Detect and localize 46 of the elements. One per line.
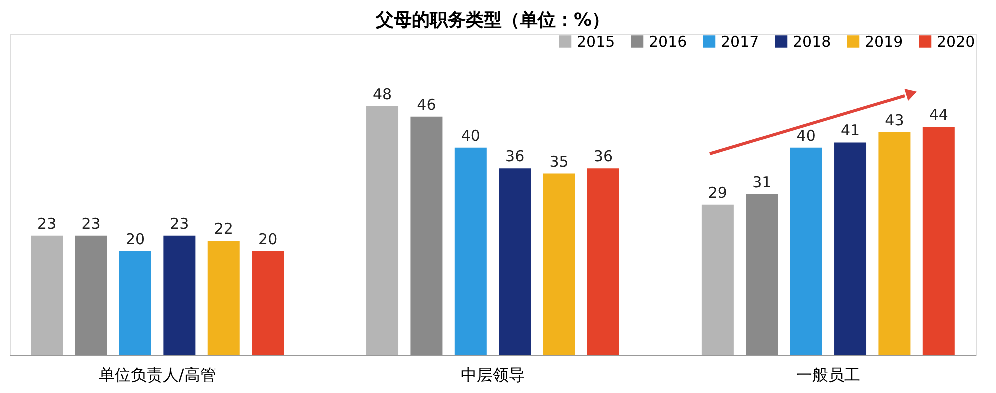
data-label: 48	[372, 85, 392, 104]
legend-label: 2017	[721, 32, 760, 51]
legend-label: 2019	[865, 32, 904, 51]
data-label: 40	[461, 126, 480, 145]
data-label: 23	[38, 214, 57, 233]
bar	[119, 251, 152, 355]
legend-label: 2018	[793, 32, 832, 51]
data-label: 44	[929, 106, 948, 124]
data-label: 20	[126, 230, 146, 248]
data-label: 29	[708, 184, 728, 202]
data-label: 23	[82, 214, 101, 233]
x-tick-label: 单位负责人/高管	[98, 366, 216, 384]
bar	[834, 142, 867, 355]
data-label: 43	[885, 111, 904, 130]
data-label: 40	[796, 126, 816, 145]
data-label: 22	[214, 220, 234, 238]
bar	[366, 106, 399, 355]
data-label: 20	[258, 230, 278, 248]
bar	[878, 132, 911, 355]
legend-label: 2015	[577, 32, 616, 51]
bar	[31, 236, 64, 355]
bar	[75, 236, 108, 355]
bar	[922, 127, 955, 355]
legend-label: 2020	[937, 32, 976, 51]
data-label: 41	[840, 122, 860, 140]
data-label: 23	[170, 214, 190, 233]
bar	[252, 251, 284, 355]
data-label: 46	[417, 96, 436, 114]
bar	[790, 148, 822, 355]
chart-title: 父母的职务类型（单位：%）	[374, 10, 610, 31]
bar	[543, 174, 576, 355]
bar	[454, 148, 487, 355]
bar	[208, 241, 240, 355]
legend-label: 2016	[649, 32, 688, 51]
bar	[702, 204, 734, 355]
data-label: 36	[506, 148, 525, 166]
bar	[410, 116, 443, 355]
bar	[164, 236, 196, 355]
data-label: 36	[594, 148, 614, 166]
bar	[587, 168, 620, 355]
bar	[746, 194, 778, 355]
bar	[499, 168, 532, 355]
x-tick-label: 一般员工	[796, 366, 860, 384]
x-tick-label: 中层领导	[461, 366, 525, 384]
data-label: 35	[550, 152, 569, 171]
data-label: 31	[752, 174, 772, 192]
